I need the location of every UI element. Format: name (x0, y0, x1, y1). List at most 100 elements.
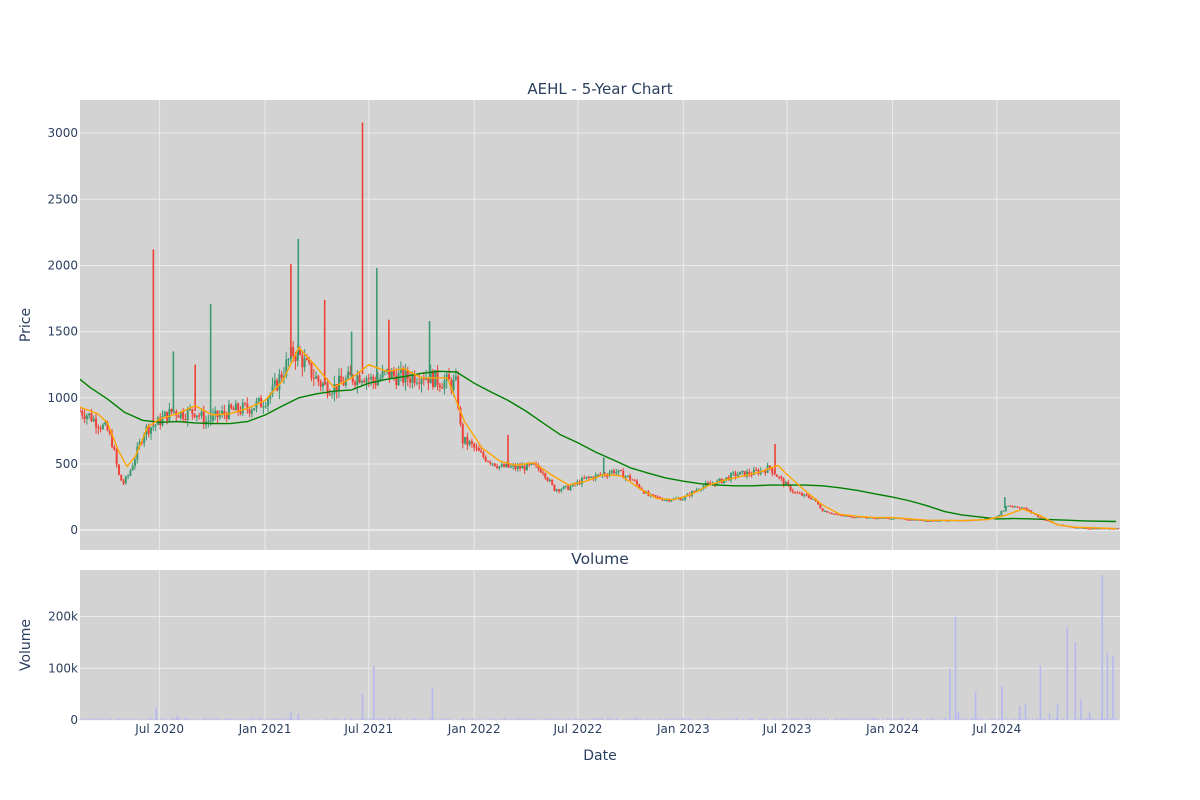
candle-body (596, 474, 599, 476)
candle-body (794, 492, 797, 494)
volume-bar (351, 717, 353, 720)
volume-bar (270, 718, 272, 720)
candle-body (113, 447, 116, 450)
candle-body (285, 359, 288, 376)
x-tick-label: Jan 2022 (447, 722, 501, 736)
volume-bar (390, 718, 392, 720)
volume-bar (557, 718, 559, 720)
candle-body (415, 382, 418, 384)
volume-bar (600, 718, 602, 720)
x-axis-title: Date (583, 748, 616, 764)
volume-bar (380, 718, 382, 720)
volume-bar (770, 719, 772, 720)
volume-bar (655, 719, 657, 720)
candle-body (780, 476, 783, 479)
candle-body (152, 426, 155, 428)
volume-bar (699, 719, 702, 720)
candle-body (842, 515, 845, 517)
candle-body (303, 358, 306, 368)
candle-body (287, 359, 290, 361)
candle-body (718, 478, 721, 481)
volume-tick-label: 200k (48, 610, 78, 624)
volume-bar (644, 719, 647, 720)
candle-body (88, 413, 91, 416)
volume-bar (356, 718, 358, 720)
volume-bar (799, 718, 801, 720)
candle-body (1037, 515, 1040, 518)
volume-bar (1035, 718, 1037, 720)
volume-bar (225, 718, 227, 720)
volume-bar (840, 718, 843, 720)
volume-bar (206, 718, 208, 720)
candle-body (610, 470, 613, 473)
candle-body (450, 379, 453, 390)
volume-bar (834, 718, 836, 720)
candle-body (670, 500, 673, 502)
volume-bar (875, 718, 877, 720)
volume-bar (758, 718, 760, 720)
candle-body (587, 476, 590, 478)
volume-bar (851, 719, 853, 720)
volume-bar (122, 719, 124, 720)
candle-body (108, 430, 111, 434)
candle-body (81, 411, 84, 416)
candle-body (127, 475, 130, 477)
candle-body (892, 518, 895, 520)
volume-bar (503, 718, 506, 720)
candle-body (344, 378, 347, 386)
candle-body (90, 413, 93, 422)
volume-bar (849, 718, 851, 720)
candle-body (452, 379, 455, 390)
candle-body (789, 484, 792, 491)
volume-bar (498, 718, 501, 720)
candle-body (812, 499, 815, 501)
volume-bar (1081, 718, 1083, 720)
volume-bar (885, 718, 887, 720)
volume-bar (488, 718, 490, 720)
volume-bar (423, 718, 425, 720)
volume-bar (871, 717, 874, 720)
volume-bar (660, 719, 662, 720)
candle-body (826, 510, 829, 513)
volume-bar (534, 718, 537, 720)
volume-bar (529, 718, 531, 720)
candle-body (331, 393, 334, 395)
volume-bar (748, 718, 750, 720)
volume-bar (242, 719, 244, 720)
volume-bar (512, 719, 514, 720)
candle-body (642, 490, 645, 494)
volume-bar (414, 718, 416, 720)
candle-body (172, 411, 175, 413)
candle-body (241, 403, 244, 414)
volume-bar (890, 719, 892, 720)
volume-bar (388, 718, 391, 720)
candle-body (80, 411, 81, 413)
volume-bar (842, 718, 844, 720)
volume-bar (1105, 719, 1107, 720)
volume-tick-label: 100k (48, 661, 78, 675)
candle-body (200, 411, 203, 416)
volume-bar (524, 718, 526, 720)
candle-body (207, 421, 210, 423)
volume-bar (485, 719, 487, 720)
volume-bar (937, 719, 939, 720)
candle-body (305, 358, 308, 360)
volume-bar (663, 719, 666, 720)
volume-bar (610, 718, 612, 720)
volume-bar (86, 718, 88, 720)
candle-body (209, 420, 212, 422)
volume-bar (622, 719, 624, 720)
volume-bar (373, 665, 375, 720)
volume-bar (412, 718, 415, 720)
volume-bar (1052, 718, 1054, 720)
candle-body (562, 486, 565, 490)
volume-bar (1101, 575, 1104, 720)
candle-body (294, 356, 297, 361)
candle-body (1002, 510, 1005, 512)
candle-body (1009, 505, 1012, 507)
volume-bar (957, 712, 960, 720)
volume-bar (763, 719, 765, 720)
volume-bar (775, 718, 777, 720)
candle-body (849, 515, 852, 518)
volume-bar (144, 718, 146, 720)
